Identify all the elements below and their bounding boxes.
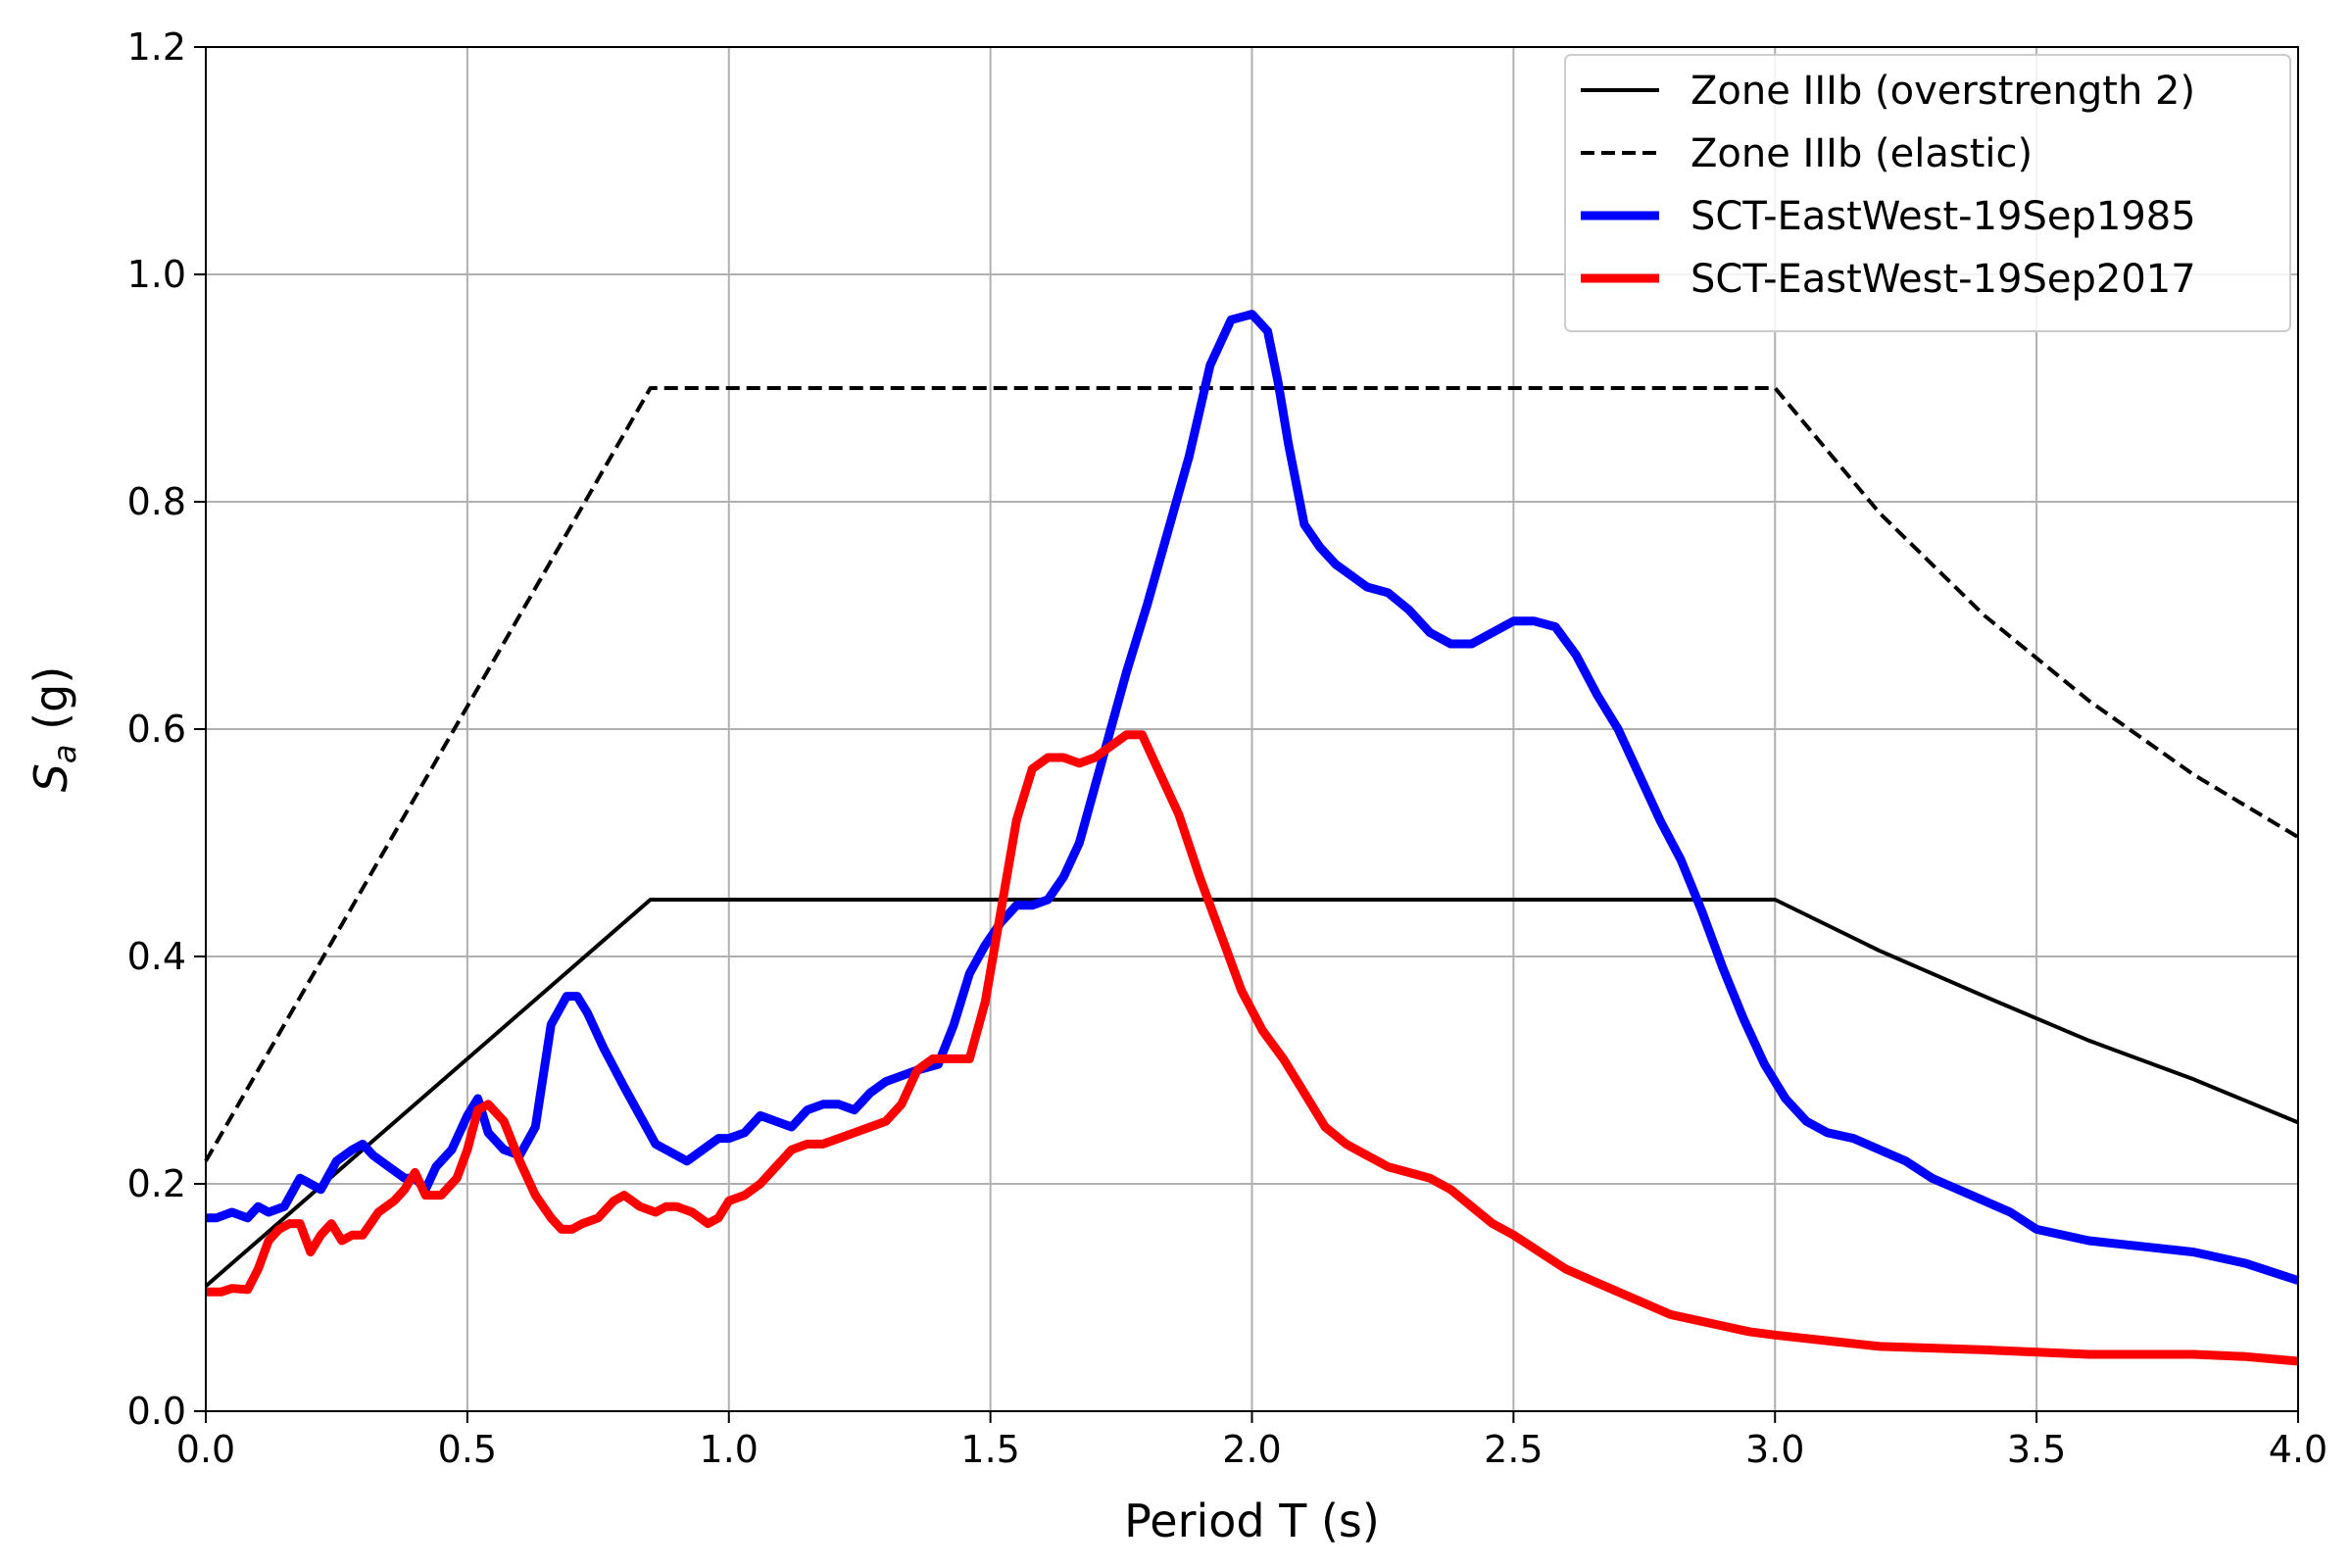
y-axis-label: Sa (g) bbox=[24, 666, 83, 793]
series-line-4 bbox=[206, 730, 2299, 1366]
y-tick-label: 0.2 bbox=[127, 1162, 186, 1205]
x-tick-label: 2.5 bbox=[1484, 1428, 1543, 1471]
y-tick-label: 1.0 bbox=[127, 253, 186, 296]
y-tick-label: 0.4 bbox=[127, 935, 186, 978]
series-line-1 bbox=[204, 898, 2299, 1288]
legend-label: Zone IIIb (overstrength 2) bbox=[1690, 69, 2195, 114]
x-tick-label: 4.0 bbox=[2269, 1428, 2328, 1471]
y-tick-label: 1.2 bbox=[127, 25, 186, 69]
x-tick-label: 3.0 bbox=[1745, 1428, 1804, 1471]
legend: Zone IIIb (overstrength 2) Zone IIIb (ela… bbox=[1564, 54, 2291, 332]
series-line-3 bbox=[206, 310, 2300, 1285]
x-tick-label: 1.5 bbox=[960, 1428, 1019, 1471]
ticks: 0.0 0.5 1.0 1.5 2.0 2.5 3.0 3.5 4.0 0.0 0.2 0.4 0.6 0… bbox=[127, 25, 2328, 1471]
y-axis-label-symbol: S bbox=[24, 763, 77, 792]
y-tick-label: 0.8 bbox=[127, 480, 186, 523]
x-tick-label: 3.5 bbox=[2007, 1428, 2066, 1471]
legend-label: SCT-EastWest-19Sep2017 bbox=[1690, 257, 2196, 302]
y-tick-label: 0.0 bbox=[127, 1390, 186, 1433]
x-tick-label: 0.5 bbox=[438, 1428, 497, 1471]
x-tick-label: 2.0 bbox=[1222, 1428, 1281, 1471]
y-axis-label-subscript: a bbox=[46, 744, 83, 763]
y-axis-label-unit: (g) bbox=[24, 666, 77, 745]
series-layer bbox=[204, 310, 2300, 1366]
y-tick-label: 0.6 bbox=[127, 708, 186, 751]
series-line-2 bbox=[204, 386, 2300, 1162]
x-axis-label: Period T (s) bbox=[1124, 1494, 1380, 1547]
legend-label: SCT-EastWest-19Sep1985 bbox=[1690, 194, 2196, 239]
legend-label: Zone IIIb (elastic) bbox=[1690, 131, 2033, 176]
x-tick-label: 0.0 bbox=[176, 1428, 235, 1471]
x-tick-label: 1.0 bbox=[700, 1428, 759, 1471]
legend-box bbox=[1564, 54, 2291, 332]
